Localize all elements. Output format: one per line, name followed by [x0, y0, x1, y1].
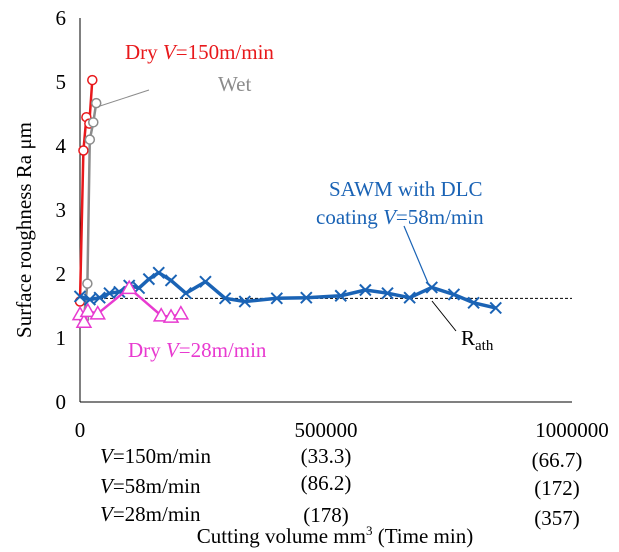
time-row-label-28: =28m/min	[113, 502, 201, 526]
annotation-sawm-line1: SAWM with DLC	[329, 177, 483, 201]
series-dry-v-28m-min	[71, 279, 190, 328]
data-point	[467, 296, 480, 310]
data-point	[425, 281, 438, 294]
data-point	[334, 289, 347, 302]
time-58-1m: (172)	[534, 476, 580, 500]
y-axis-label: Surface roughness Ra μm	[12, 122, 36, 338]
time-row-label-58: =58m/min	[113, 474, 201, 498]
data-point	[359, 283, 372, 297]
time-row-2: V=58m/min (86.2) (172)	[100, 471, 580, 500]
x-tick-label: 1000000	[535, 418, 609, 442]
svg-text:V=150m/min: V=150m/min	[100, 444, 212, 468]
time-58-500k: (86.2)	[301, 471, 352, 495]
x-tick-label: 0	[75, 418, 86, 442]
annotation-sawm-line2: coating V=58m/min	[316, 205, 484, 229]
annotation-dry-28: Dry V=28m/min	[128, 338, 267, 362]
data-point	[152, 307, 170, 322]
data-point	[87, 74, 98, 86]
data-point	[152, 266, 165, 279]
svg-text:V=58m/min: V=58m/min	[100, 474, 201, 498]
plot-area: 0 1 2 3 4 5 6 0 500000 1000000	[56, 6, 609, 442]
x-tick-labels: 0 500000 1000000	[75, 418, 609, 442]
y-tick-label: 2	[56, 262, 67, 286]
data-point	[179, 286, 192, 300]
series-sawm-with-dlc-coating-v-58m-min	[73, 266, 502, 315]
wet-leader-line	[99, 89, 150, 107]
data-point	[381, 286, 394, 300]
data-point	[403, 291, 416, 304]
data-point	[218, 292, 232, 305]
rath-leader-line	[431, 300, 457, 332]
y-tick-labels: 0 1 2 3 4 5 6	[56, 6, 67, 414]
data-point	[78, 145, 89, 156]
data-point	[103, 286, 116, 300]
time-row-3: V=28m/min (178) (357)	[100, 502, 580, 530]
time-28-1m: (357)	[534, 506, 580, 530]
svg-text:V=28m/min: V=28m/min	[100, 502, 201, 526]
y-tick-label: 4	[56, 134, 67, 158]
data-point	[270, 292, 284, 305]
time-row-1: V=150m/min (33.3) (66.7)	[100, 444, 582, 472]
data-point	[199, 275, 212, 288]
time-28-500k: (178)	[303, 503, 349, 527]
y-tick-label: 6	[56, 6, 67, 30]
data-point	[489, 301, 502, 315]
data-point	[88, 117, 99, 128]
y-tick-label: 0	[56, 390, 67, 414]
data-point	[172, 305, 190, 320]
data-point	[164, 274, 178, 287]
time-150-1m: (66.7)	[532, 448, 583, 472]
y-tick-label: 3	[56, 198, 67, 222]
data-point	[83, 293, 97, 306]
series-dry-v-150m-min	[74, 74, 98, 307]
x-tick-label: 500000	[295, 418, 358, 442]
data-point	[142, 272, 156, 286]
series-layer	[71, 74, 502, 328]
annotation-dry-150: Dry V=150m/min	[125, 40, 274, 64]
time-row-label-150: =150m/min	[113, 444, 212, 468]
sawm-leader-line	[403, 225, 429, 284]
data-point	[300, 291, 313, 304]
data-point	[447, 288, 461, 301]
rath-label: Rath	[461, 326, 494, 354]
data-point	[238, 295, 252, 308]
data-point	[113, 285, 126, 299]
annotation-wet: Wet	[218, 72, 251, 96]
data-point	[82, 278, 93, 289]
data-point	[79, 302, 97, 318]
data-point	[84, 134, 96, 145]
y-tick-label: 5	[56, 70, 67, 94]
data-point	[120, 279, 138, 295]
data-point	[93, 291, 106, 304]
data-point	[73, 290, 87, 303]
time-150-500k: (33.3)	[301, 444, 352, 468]
x-axis-label: Cutting volume mm3 (Time min)	[197, 523, 473, 548]
y-tick-label: 1	[56, 326, 67, 350]
data-point	[75, 313, 93, 328]
data-point	[90, 97, 102, 109]
data-point	[89, 305, 107, 320]
